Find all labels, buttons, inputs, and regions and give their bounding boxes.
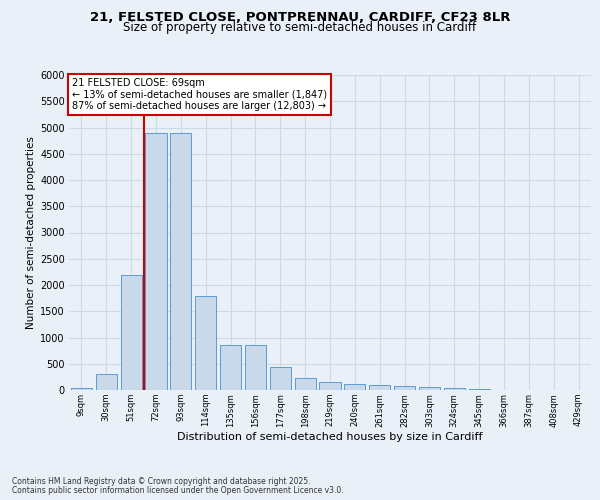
Bar (344, 384, 365, 390)
Bar (319, 382, 341, 390)
Text: Size of property relative to semi-detached houses in Cardiff: Size of property relative to semi-detach… (124, 22, 476, 35)
Bar (145, 132, 167, 390)
Text: Contains public sector information licensed under the Open Government Licence v3: Contains public sector information licen… (12, 486, 344, 495)
X-axis label: Distribution of semi-detached houses by size in Cardiff: Distribution of semi-detached houses by … (177, 432, 483, 442)
Bar (295, 378, 316, 390)
Bar (195, 296, 216, 390)
Bar (419, 387, 440, 390)
Bar (444, 388, 465, 390)
Text: 21 FELSTED CLOSE: 69sqm
← 13% of semi-detached houses are smaller (1,847)
87% of: 21 FELSTED CLOSE: 69sqm ← 13% of semi-de… (71, 78, 327, 112)
Bar (170, 132, 191, 390)
Bar (121, 274, 142, 390)
Bar (220, 346, 241, 390)
Y-axis label: Number of semi-detached properties: Number of semi-detached properties (26, 136, 36, 329)
Bar (394, 386, 415, 390)
Bar (71, 388, 92, 390)
Bar (245, 346, 266, 390)
Text: Contains HM Land Registry data © Crown copyright and database right 2025.: Contains HM Land Registry data © Crown c… (12, 477, 311, 486)
Bar (369, 385, 390, 390)
Bar (270, 368, 291, 390)
Text: 21, FELSTED CLOSE, PONTPRENNAU, CARDIFF, CF23 8LR: 21, FELSTED CLOSE, PONTPRENNAU, CARDIFF,… (90, 11, 510, 24)
Bar (96, 374, 117, 390)
